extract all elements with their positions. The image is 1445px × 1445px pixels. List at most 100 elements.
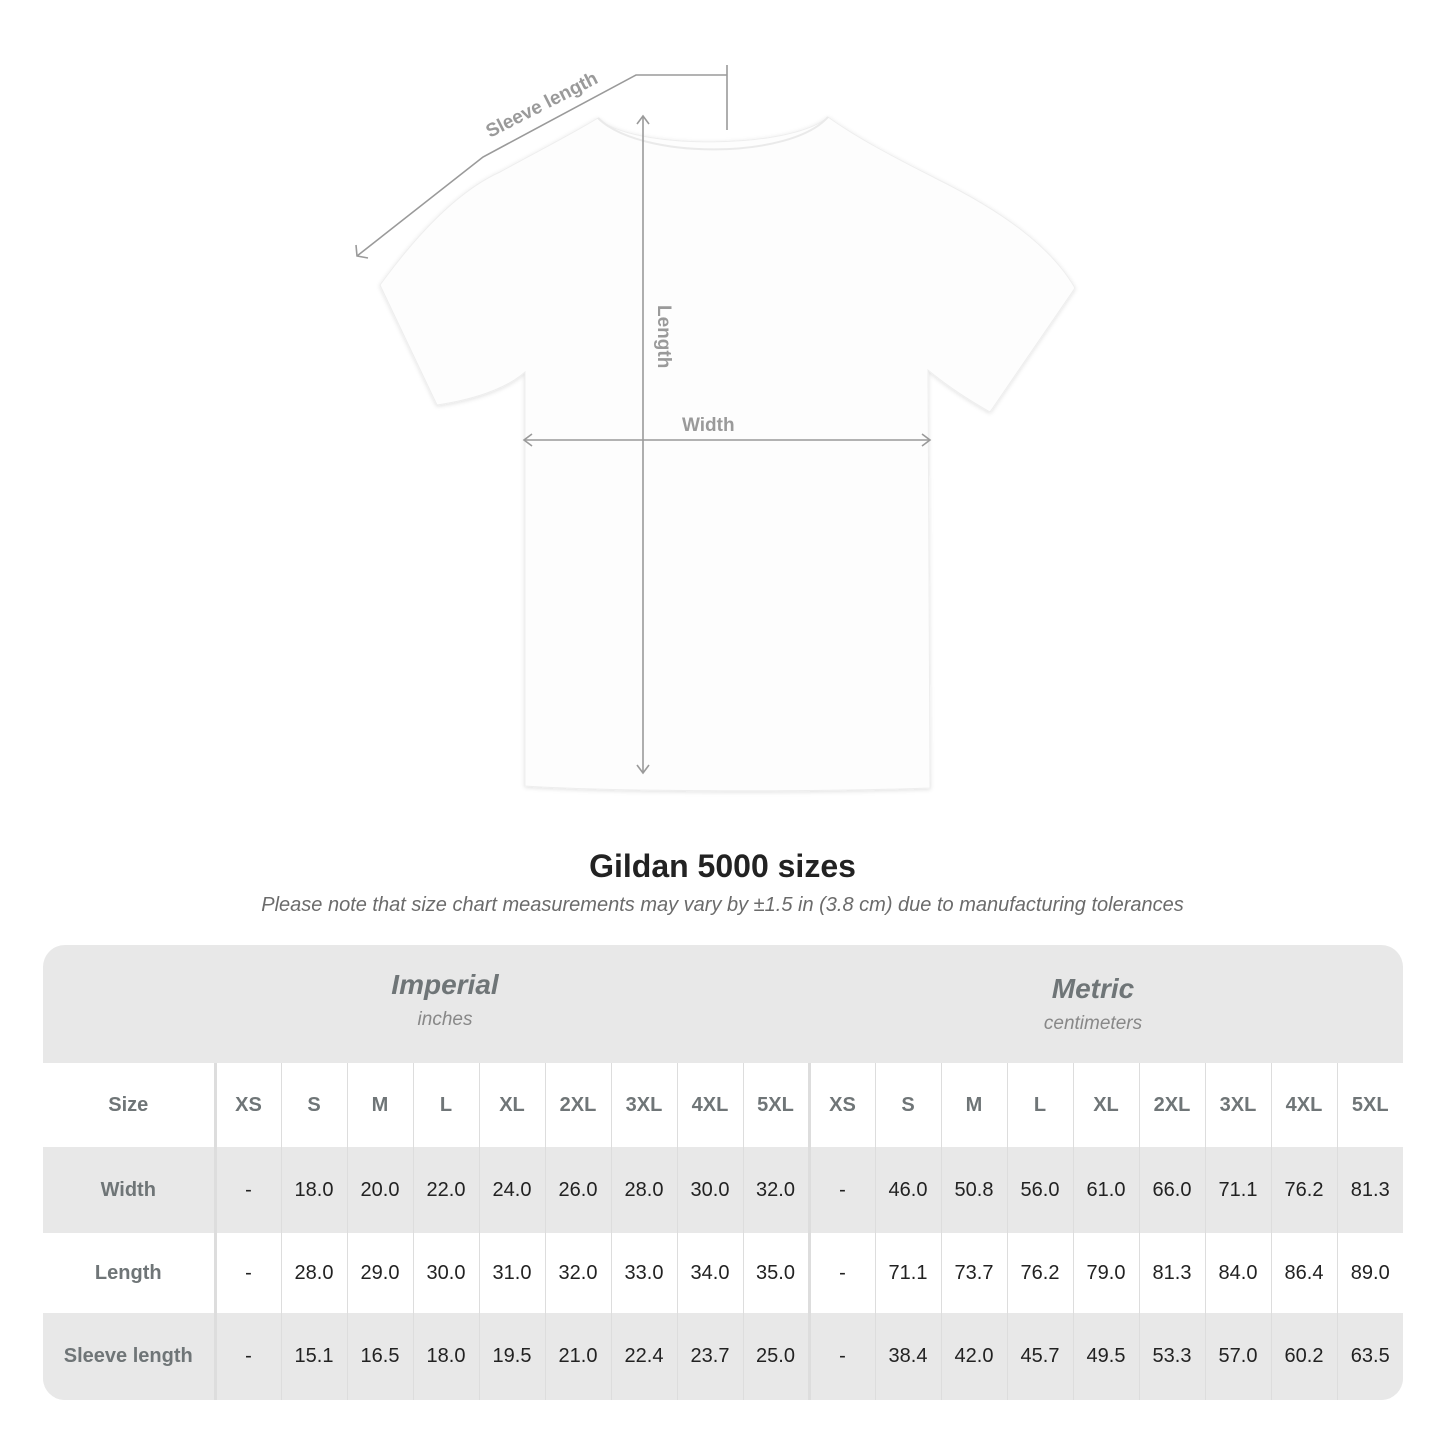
length-arrow-top (636, 114, 650, 125)
metric-size-header: S (874, 1063, 941, 1147)
imperial-unit: inches (417, 1009, 473, 1030)
imperial-cell: 31.0 (478, 1233, 545, 1313)
metric-cell: 73.7 (940, 1233, 1007, 1313)
table-row: Sleeve length - 15.1 16.5 18.0 19.5 21.0 22.4 23… (43, 1313, 1403, 1400)
imperial-size-header: M (346, 1063, 413, 1147)
imperial-header: Imperial inches (215, 969, 675, 1087)
width-arrow-left (522, 433, 533, 447)
metric-size-header: L (1006, 1063, 1073, 1147)
metric-cell: 42.0 (940, 1313, 1007, 1400)
metric-cell: 49.5 (1072, 1313, 1139, 1400)
table-row: Length -28.0 29.0 30.0 31.0 32.0 33.0 34.0 35.0-… (43, 1233, 1403, 1313)
imperial-cell: 34.0 (676, 1233, 743, 1313)
width-label: Width (682, 415, 735, 436)
metric-cell: 63.5 (1336, 1313, 1403, 1400)
imperial-cell: 33.0 (610, 1233, 677, 1313)
imperial-cell: 24.0 (478, 1147, 545, 1233)
imperial-cell: 19.5 (478, 1313, 545, 1400)
metric-cell: 84.0 (1204, 1233, 1271, 1313)
size-chart: Imperial inches Metric centimeters Size X… (43, 945, 1403, 1400)
metric-cell: 50.8 (940, 1147, 1007, 1233)
imperial-cell: 32.0 (544, 1233, 611, 1313)
collar (597, 116, 829, 151)
metric-header: Metric centimeters (863, 973, 1323, 1091)
imperial-cell: 28.0 (280, 1233, 347, 1313)
imperial-cell: 16.5 (346, 1313, 413, 1400)
imperial-cell: 26.0 (544, 1147, 611, 1233)
metric-cell: 76.2 (1006, 1233, 1073, 1313)
imperial-cell: 29.0 (346, 1233, 413, 1313)
imperial-cell: 18.0 (412, 1313, 479, 1400)
imperial-size-header: 5XL (742, 1063, 809, 1147)
length-arrow-bottom (636, 764, 650, 775)
metric-cell: 61.0 (1072, 1147, 1139, 1233)
metric-cell: 66.0 (1138, 1147, 1205, 1233)
sleeve-length-line (356, 74, 727, 257)
metric-cell: 53.3 (1138, 1313, 1205, 1400)
tshirt-shape (379, 116, 1076, 792)
imperial-cell: 30.0 (412, 1233, 479, 1313)
imperial-cell: 21.0 (544, 1313, 611, 1400)
imperial-cell: 20.0 (346, 1147, 413, 1233)
tshirt-diagram: Sleeve length Length Width (355, 65, 1076, 792)
metric-cell: 38.4 (874, 1313, 941, 1400)
imperial-size-header: L (412, 1063, 479, 1147)
metric-cell: 81.3 (1138, 1233, 1205, 1313)
metric-cell: 86.4 (1270, 1233, 1337, 1313)
metric-cell: - (807, 1313, 875, 1400)
imperial-cell: 22.4 (610, 1313, 677, 1400)
metric-size-header: M (940, 1063, 1007, 1147)
size-label: Size (43, 1063, 217, 1147)
page-title: Gildan 5000 sizes (589, 848, 856, 884)
tolerance-note: Please note that size chart measurements… (261, 894, 1184, 916)
imperial-size-header: 3XL (610, 1063, 677, 1147)
imperial-size-header: 2XL (544, 1063, 611, 1147)
imperial-cell: 25.0 (742, 1313, 809, 1400)
table-row: Width -18.0 20.0 22.0 24.0 26.0 28.0 30.0 32.0-4… (43, 1147, 1403, 1233)
metric-cell: 79.0 (1072, 1233, 1139, 1313)
metric-cell: 60.2 (1270, 1313, 1337, 1400)
imperial-cell: 23.7 (676, 1313, 743, 1400)
metric-cell: 56.0 (1006, 1147, 1073, 1233)
metric-cell: 45.7 (1006, 1313, 1073, 1400)
imperial-cell: - (214, 1147, 281, 1233)
imperial-size-header: XS (214, 1063, 281, 1147)
metric-size-header: 3XL (1204, 1063, 1271, 1147)
imperial-cell: 30.0 (676, 1147, 743, 1233)
metric-cell: 81.3 (1336, 1147, 1403, 1233)
metric-cell: 76.2 (1270, 1147, 1337, 1233)
metric-unit: centimeters (1043, 1013, 1143, 1034)
metric-size-header: 2XL (1138, 1063, 1205, 1147)
metric-cell: 46.0 (874, 1147, 941, 1233)
sleeve-arrow (355, 244, 369, 259)
imperial-cell: 32.0 (742, 1147, 809, 1233)
imperial-title: Imperial (391, 969, 499, 1000)
metric-cell: 71.1 (874, 1233, 941, 1313)
imperial-cell: 15.1 (280, 1313, 347, 1400)
imperial-size-header: 4XL (676, 1063, 743, 1147)
metric-size-header: 5XL (1336, 1063, 1403, 1147)
metric-cell: 57.0 (1204, 1313, 1271, 1400)
size-table: Size XS S M L XL 2XL 3XL 4XL 5XL XS S M L XL 2XL 3XL 4XL 5… (43, 1063, 1403, 1400)
width-arrow-right (921, 433, 932, 447)
table-header-row: Size XS S M L XL 2XL 3XL 4XL 5XL XS S M L XL 2XL 3XL 4XL 5… (43, 1063, 1403, 1147)
imperial-cell: 28.0 (610, 1147, 677, 1233)
row-label: Width (43, 1147, 217, 1233)
metric-cell: - (807, 1147, 875, 1233)
imperial-cell: - (214, 1233, 281, 1313)
imperial-cell: 22.0 (412, 1147, 479, 1233)
row-label: Sleeve length (43, 1313, 217, 1400)
row-label: Length (43, 1233, 217, 1313)
metric-cell: - (807, 1233, 875, 1313)
imperial-size-header: XL (478, 1063, 545, 1147)
metric-title: Metric (1051, 973, 1135, 1004)
metric-cell: 89.0 (1336, 1233, 1403, 1313)
metric-cell: 71.1 (1204, 1147, 1271, 1233)
metric-size-header: 4XL (1270, 1063, 1337, 1147)
imperial-cell: 18.0 (280, 1147, 347, 1233)
imperial-cell: 35.0 (742, 1233, 809, 1313)
length-label: Length (653, 305, 674, 368)
metric-size-header: XS (807, 1063, 875, 1147)
metric-size-header: XL (1072, 1063, 1139, 1147)
imperial-size-header: S (280, 1063, 347, 1147)
